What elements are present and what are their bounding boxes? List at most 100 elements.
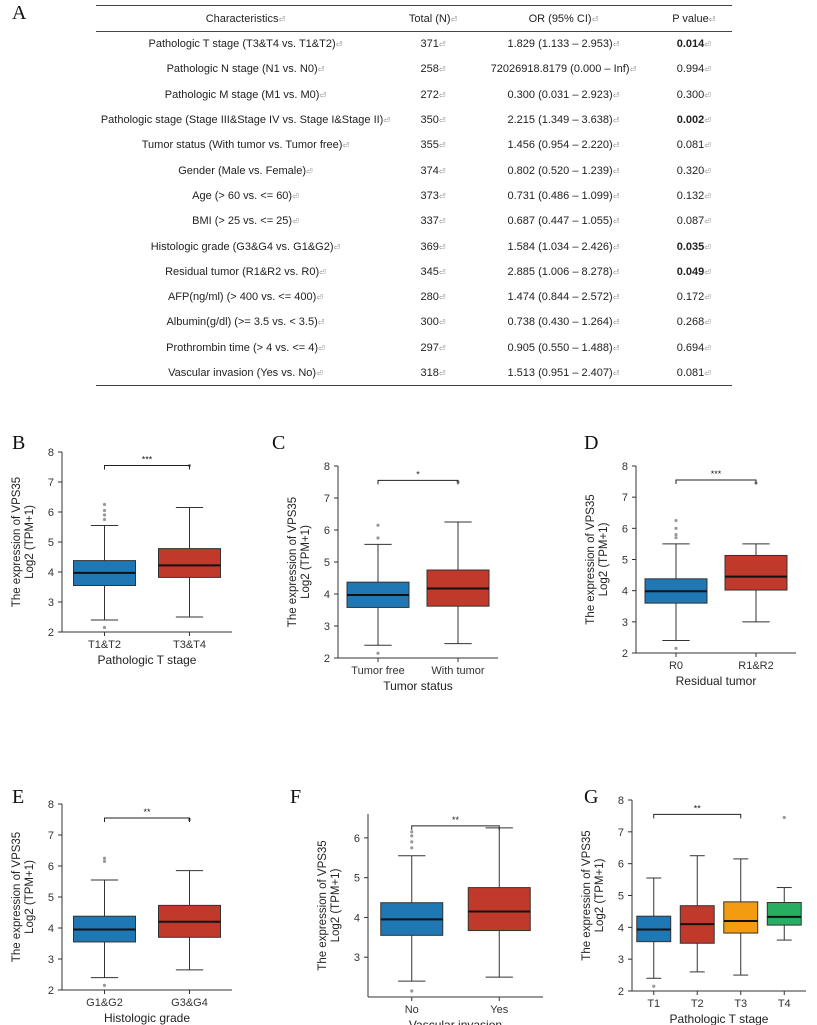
x-tick-label: Tumor free xyxy=(351,665,404,677)
cell-total-n: 337⏎ xyxy=(420,215,446,228)
significance-bracket xyxy=(104,465,190,470)
cell-p-value: 0.002⏎ xyxy=(676,114,711,127)
y-tick-label: 5 xyxy=(622,555,628,567)
cell-p-value: 0.049⏎ xyxy=(676,265,711,278)
panel-label-b: B xyxy=(12,432,26,454)
cell-or-ci: 1.829 (1.133 – 2.953)⏎ xyxy=(507,38,620,51)
y-tick-label: 7 xyxy=(622,492,628,504)
table-row: Histologic grade (G3&G4 vs. G1&G2)⏎ 369⏎ 1… xyxy=(96,234,732,259)
panel-label-g: G xyxy=(584,786,599,808)
boxplot-c: 2 3 4 5 6 7 8 The expression of VPS35 Log2 (TPM+… xyxy=(287,461,498,693)
cell-or-ci: 2.215 (1.349 – 3.638)⏎ xyxy=(507,114,620,127)
y-tick-label: 8 xyxy=(618,795,624,807)
cell-or-ci: 0.905 (0.550 – 1.488)⏎ xyxy=(507,341,620,354)
cell-total-n: 318⏎ xyxy=(420,366,446,379)
y-tick-label: 4 xyxy=(48,923,54,935)
x-tick-label: T1&T2 xyxy=(88,639,121,651)
table-header-row: Characteristics⏎ Total (N)⏎ OR (95% CI)⏎… xyxy=(96,5,732,32)
cell-p-value: 0.172⏎ xyxy=(676,291,711,304)
panel-label-a: A xyxy=(12,2,27,24)
x-axis-title: Tumor status xyxy=(383,679,453,693)
table-row: Tumor status (With tumor vs. Tumor free)… xyxy=(96,133,732,158)
cell-total-n: 373⏎ xyxy=(420,189,446,202)
cell-p-value: 0.087⏎ xyxy=(676,215,711,228)
logistic-regression-table: Characteristics⏎ Total (N)⏎ OR (95% CI)⏎… xyxy=(96,5,732,386)
header-characteristics: Characteristics⏎ xyxy=(205,12,286,25)
boxplot-f: 3 4 5 6 The expression of VPS35 Log2 (TPM+1) V… xyxy=(317,814,543,1025)
outlier-point xyxy=(102,983,107,987)
table-row: Albumin(g/dl) (>= 3.5 vs. < 3.5)⏎ 300⏎ 0.7… xyxy=(96,310,732,335)
y-tick-label: 5 xyxy=(354,873,360,885)
y-tick-label: 7 xyxy=(48,830,54,842)
panel-label-f: F xyxy=(290,786,302,808)
outlier-point xyxy=(102,625,107,630)
header-total-n: Total (N)⏎ xyxy=(408,12,458,25)
table-row: Age (> 60 vs. <= 60)⏎ 373⏎ 0.731 (0.486 – … xyxy=(96,183,732,208)
y-tick-label: 7 xyxy=(48,477,54,489)
cell-characteristic: Albumin(g/dl) (>= 3.5 vs. < 3.5)⏎ xyxy=(166,316,325,329)
outlier-point xyxy=(674,518,678,523)
cell-total-n: 297⏎ xyxy=(420,341,446,354)
cell-or-ci: 72026918.8179 (0.000 – Inf)⏎ xyxy=(490,63,637,76)
cell-p-value: 0.081⏎ xyxy=(676,366,711,379)
x-tick-label: G3&G4 xyxy=(171,997,208,1009)
cell-total-n: 280⏎ xyxy=(420,291,446,304)
outlier-point xyxy=(410,846,414,850)
y-tick-label: 6 xyxy=(622,523,628,535)
y-tick-label: 3 xyxy=(618,954,624,966)
y-axis-subtitle: Log2 (TPM+1) xyxy=(24,505,36,579)
cell-total-n: 374⏎ xyxy=(420,164,446,177)
significance-bracket xyxy=(377,479,459,485)
y-axis-title: The expression of VPS35 xyxy=(11,832,23,962)
cell-total-n: 355⏎ xyxy=(420,139,446,152)
outlier-point xyxy=(376,651,380,655)
x-tick-label: T3&T4 xyxy=(173,639,206,651)
y-tick-label: 5 xyxy=(324,557,330,569)
boxplot-g: 2 3 4 5 6 7 8 The expression of VPS35 Log2 (TPM+… xyxy=(581,795,806,1025)
cell-or-ci: 1.584 (1.034 – 2.426)⏎ xyxy=(507,240,620,253)
cell-total-n: 371⏎ xyxy=(420,38,446,51)
cell-characteristic: Vascular invasion (Yes vs. No)⏎ xyxy=(168,366,323,379)
table-row: BMI (> 25 vs. <= 25)⏎ 337⏎ 0.687 (0.447 – … xyxy=(96,209,732,234)
cell-p-value: 0.694⏎ xyxy=(676,341,711,354)
cell-p-value: 0.268⏎ xyxy=(676,316,711,329)
y-axis-subtitle: Log2 (TPM+1) xyxy=(594,858,606,932)
y-axis-subtitle: Log2 (TPM+1) xyxy=(300,525,312,599)
outlier-point xyxy=(674,646,678,650)
cell-characteristic: Pathologic stage (Stage III&Stage IV vs.… xyxy=(100,114,391,127)
box-red xyxy=(467,887,531,932)
table-row: Prothrombin time (> 4 vs. <= 4)⏎ 297⏎ 0.90… xyxy=(96,335,732,360)
cell-or-ci: 0.802 (0.520 – 1.239)⏎ xyxy=(507,164,620,177)
cell-characteristic: Age (> 60 vs. <= 60)⏎ xyxy=(192,189,299,202)
cell-p-value: 0.014⏎ xyxy=(676,38,711,51)
cell-total-n: 350⏎ xyxy=(420,114,446,127)
x-axis-title: Vascular invasion xyxy=(409,1018,502,1025)
outlier-point xyxy=(376,536,380,540)
outlier-point xyxy=(674,526,678,530)
table-row: Residual tumor (R1&R2 vs. R0)⏎ 345⏎ 2.885 … xyxy=(96,259,732,284)
y-tick-label: 3 xyxy=(622,617,628,629)
cell-or-ci: 1.474 (0.844 – 2.572)⏎ xyxy=(507,291,620,304)
cell-characteristic: Tumor status (With tumor vs. Tumor free)… xyxy=(141,139,350,152)
outlier-point xyxy=(674,536,678,540)
y-tick-label: 3 xyxy=(324,621,330,633)
significance-bracket xyxy=(104,817,190,822)
outlier-point xyxy=(102,513,107,517)
cell-characteristic: Residual tumor (R1&R2 vs. R0)⏎ xyxy=(165,265,326,278)
outlier-point xyxy=(102,859,107,863)
x-tick-label: T2 xyxy=(691,998,704,1010)
cell-or-ci: 0.687 (0.447 – 1.055)⏎ xyxy=(507,215,620,228)
table-row: Pathologic M stage (M1 vs. M0)⏎ 272⏎ 0.300… xyxy=(96,82,732,107)
x-tick-label: R0 xyxy=(669,660,683,672)
cell-total-n: 258⏎ xyxy=(420,63,446,76)
outlier-point xyxy=(376,523,380,527)
boxplot-b: 2 3 4 5 6 7 8 The expression of VPS35 Log2 (TPM+… xyxy=(11,447,232,667)
y-tick-label: 8 xyxy=(622,461,628,473)
y-axis-subtitle: Log2 (TPM+1) xyxy=(24,860,36,934)
y-tick-label: 8 xyxy=(48,447,54,459)
cell-characteristic: Pathologic T stage (T3&T4 vs. T1&T2)⏎ xyxy=(148,38,343,51)
outlier-point xyxy=(674,532,678,537)
table-row: Pathologic stage (Stage III&Stage IV vs.… xyxy=(96,107,732,132)
y-tick-label: 2 xyxy=(48,985,54,997)
outlier-point xyxy=(410,840,414,844)
